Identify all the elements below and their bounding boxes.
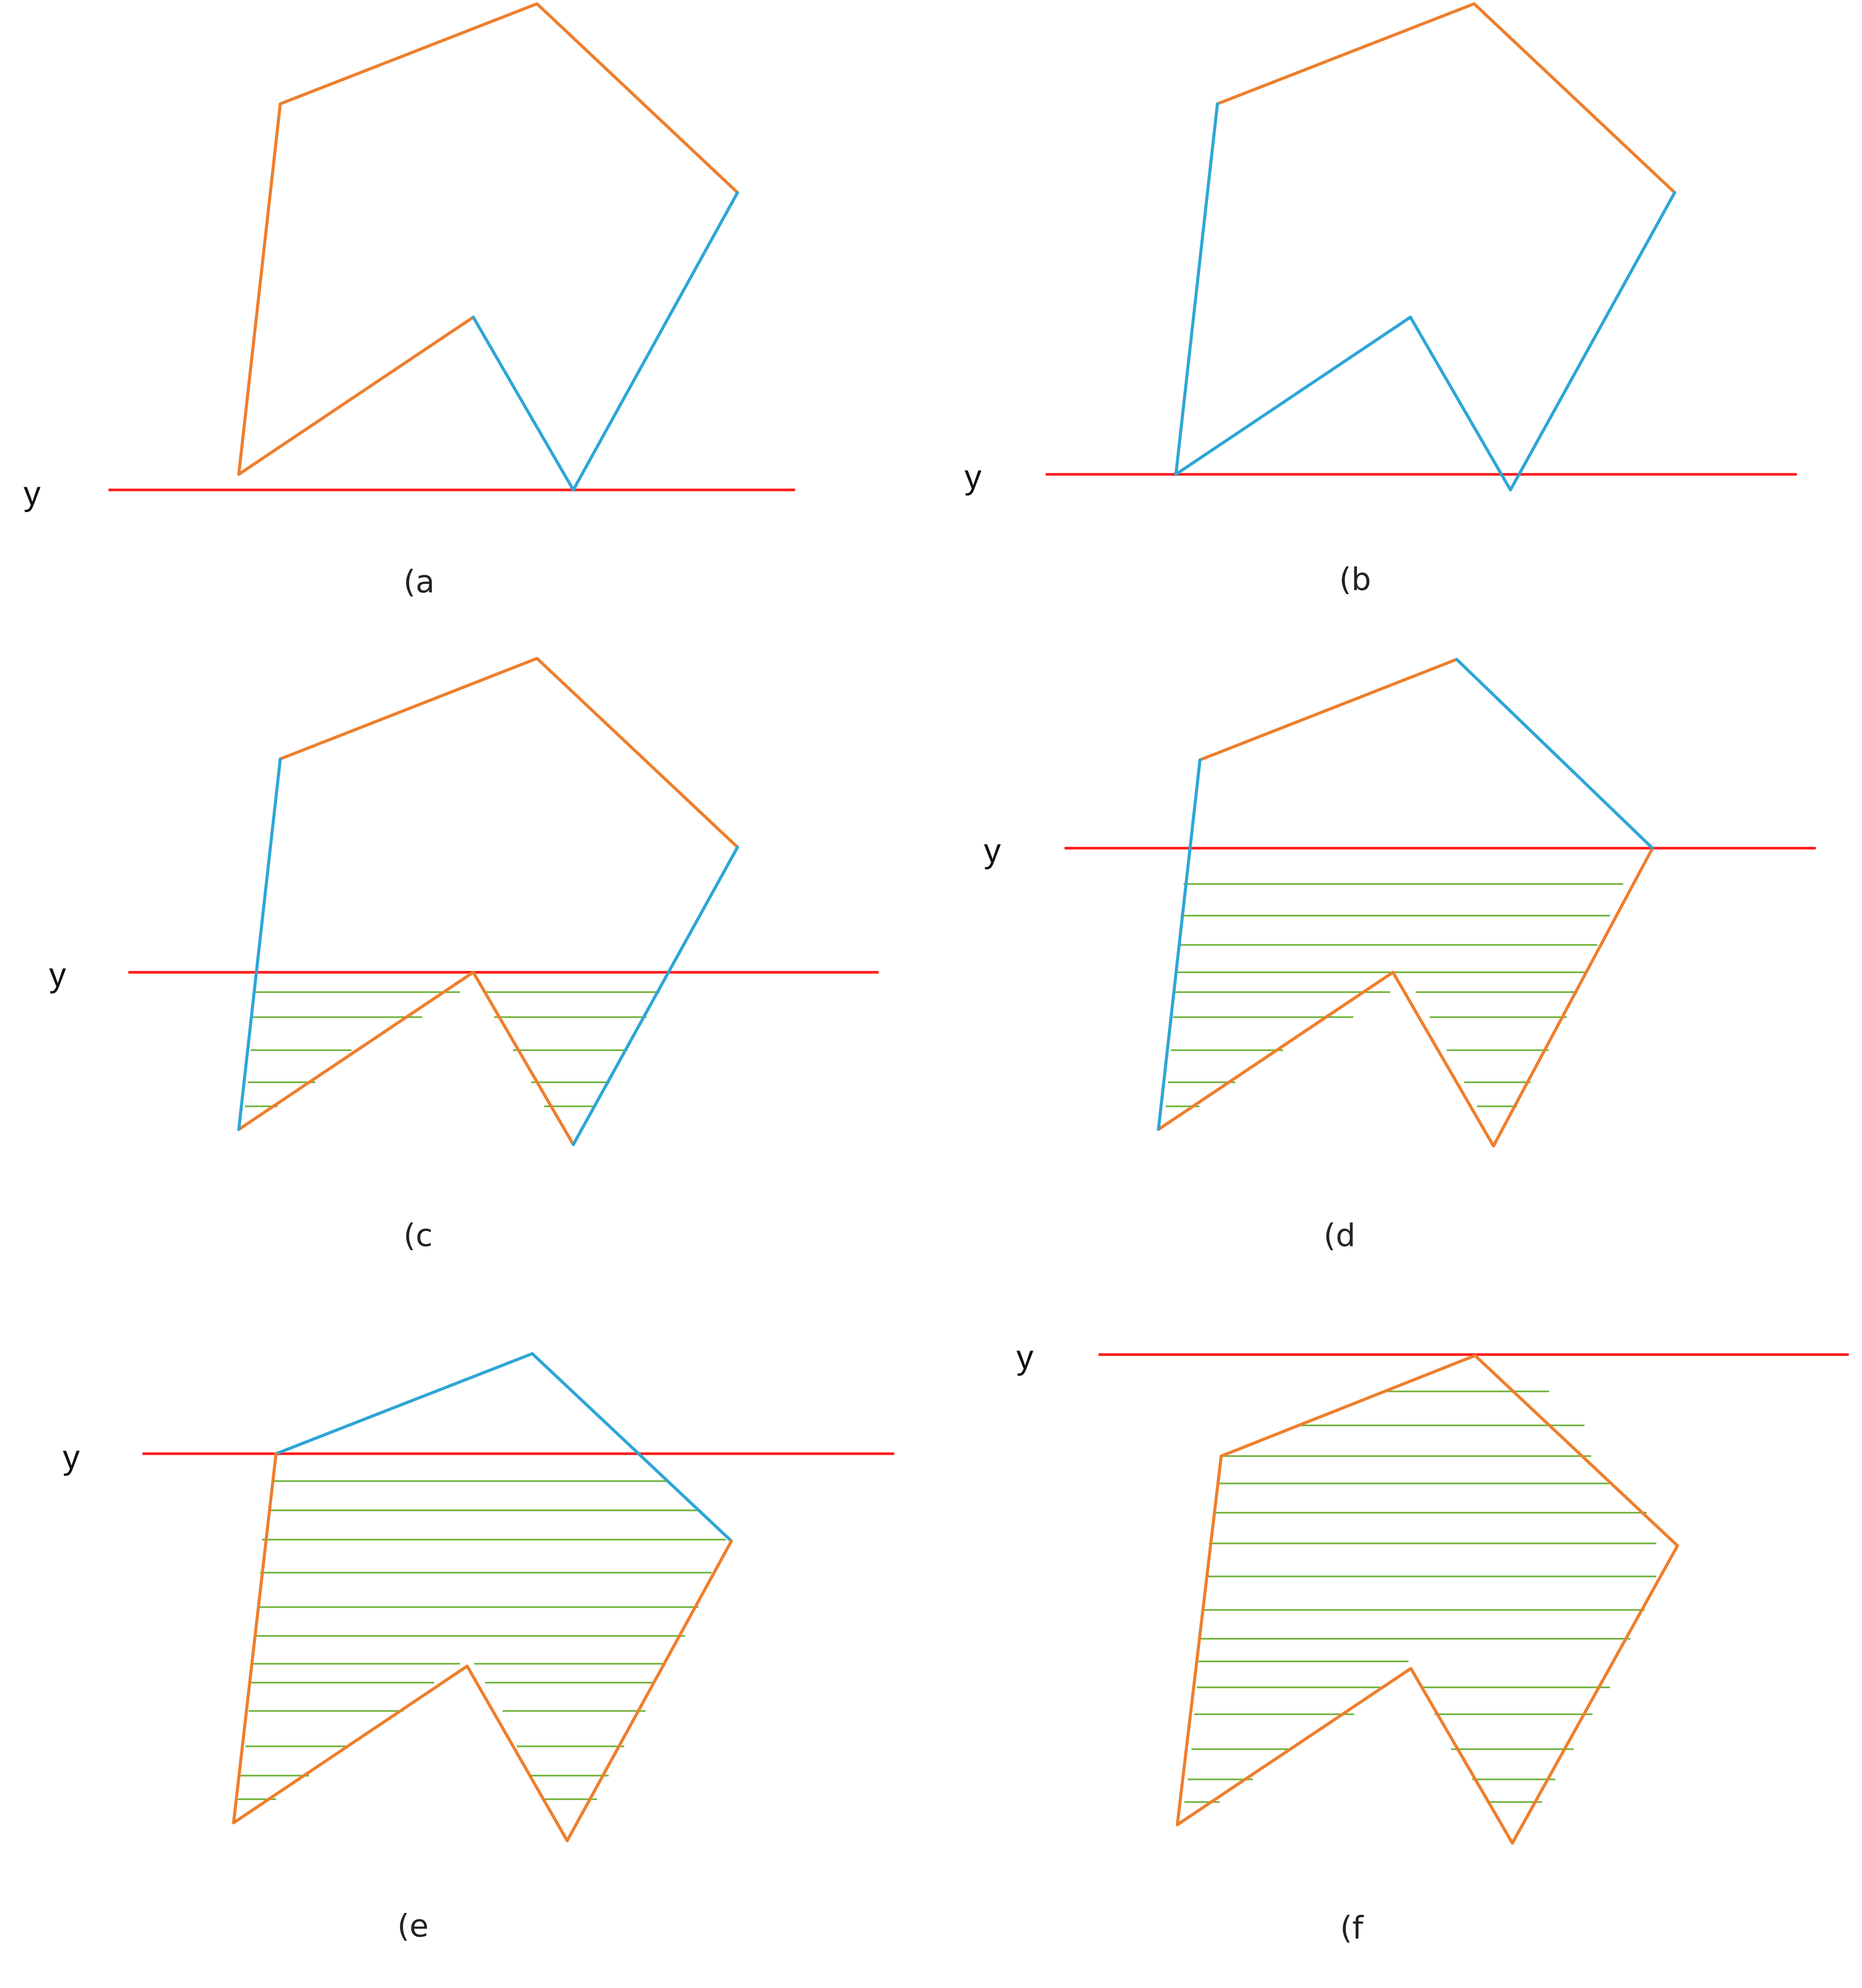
- scanline-label: y: [49, 956, 66, 994]
- filled-spans: [238, 1480, 726, 1800]
- polygon-edge-notch-left: [237, 315, 475, 476]
- scanline-label: y: [984, 832, 1001, 870]
- panel-c: y (c: [49, 657, 879, 1254]
- active-edges: [1455, 657, 1654, 850]
- panel-f: y (f: [1016, 1339, 1849, 1946]
- polygon-edges: [237, 2, 739, 476]
- filled-spans: [1184, 1390, 1656, 1803]
- panel-b: y (b: [965, 2, 1797, 598]
- polygon-edges: [1216, 2, 1677, 194]
- panel-e: y (e: [63, 1352, 894, 1944]
- scanline-label: y: [965, 458, 981, 496]
- active-edges: [471, 191, 739, 492]
- active-edges: [571, 845, 739, 1146]
- panel-d: y (d: [984, 657, 1816, 1254]
- polygon-edges: [1198, 657, 1459, 762]
- panel-caption: (a: [403, 564, 435, 600]
- polygon-edges: [1175, 1354, 1679, 1845]
- scanline-label: y: [1016, 1339, 1033, 1376]
- filled-spans: [245, 991, 660, 1107]
- panel-caption: (c: [403, 1217, 433, 1254]
- polygon-edges: [278, 657, 739, 849]
- panel-caption: (e: [397, 1908, 428, 1944]
- active-edges: [1174, 102, 1677, 492]
- active-edges: [237, 757, 282, 1131]
- polygon-edges-lower: [1157, 846, 1654, 1148]
- scanline-label: y: [63, 1439, 80, 1476]
- polygon-edges: [232, 1452, 733, 1843]
- panel-caption: (b: [1339, 561, 1371, 598]
- active-edges: [1157, 758, 1202, 1131]
- filled-spans: [1166, 883, 1623, 1107]
- scanline-label: y: [24, 475, 41, 513]
- panel-caption: (f: [1340, 1910, 1364, 1946]
- panel-caption: (d: [1324, 1217, 1356, 1254]
- polygon-edges-lower: [237, 970, 575, 1146]
- panel-a: y (a: [24, 2, 795, 600]
- active-edges: [274, 1352, 733, 1543]
